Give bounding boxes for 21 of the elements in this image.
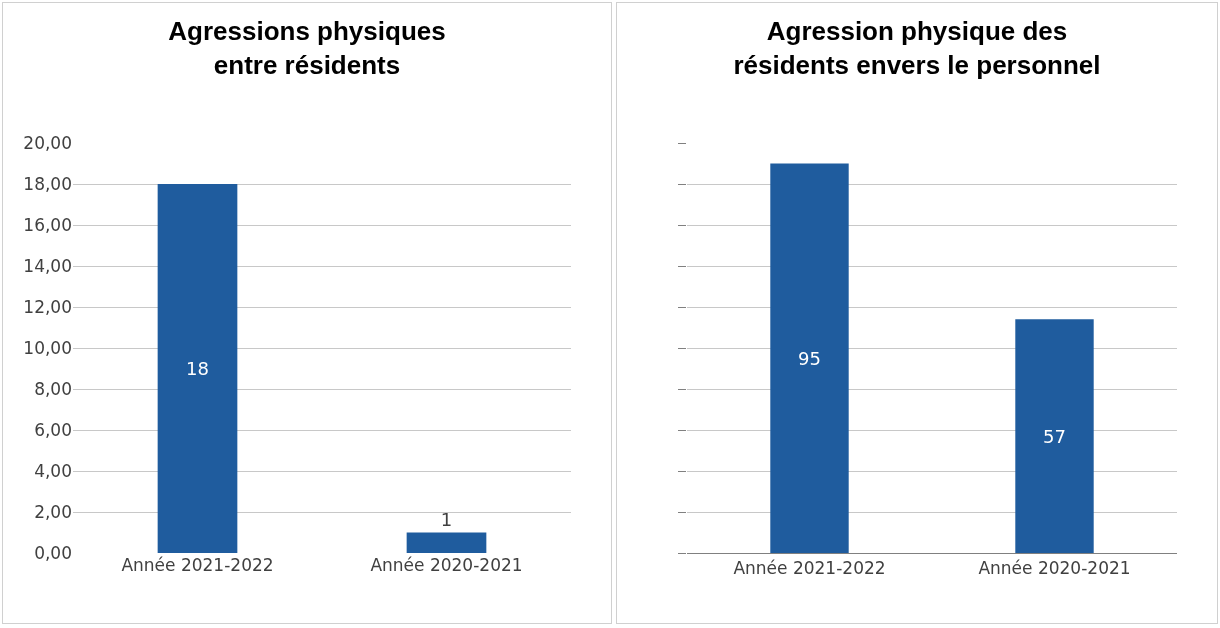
y-tick-label: 18,00	[23, 173, 72, 194]
y-tick-label: 4,00	[34, 460, 72, 481]
y-tick-label: 6,00	[34, 419, 72, 440]
y-tick-label: 14,00	[23, 255, 72, 276]
y-tick-label: 2,00	[34, 501, 72, 522]
y-tick-label: 16,00	[23, 214, 72, 235]
y-tick-label: 10,00	[23, 337, 72, 358]
data-label: 18	[186, 358, 209, 379]
data-label: 57	[1043, 425, 1066, 447]
chart-title: Agression physique des résidents envers le personnel	[733, 16, 1101, 80]
y-tick-label: 8,00	[34, 378, 72, 399]
x-tick-label: Année 2020-2021	[370, 555, 523, 575]
chart-title: Agressions physiques entre résidents	[168, 16, 446, 80]
x-tick-label: Année 2021-2022	[733, 558, 886, 579]
x-tick-label: Année 2021-2022	[121, 555, 274, 575]
y-tick-label: 12,00	[23, 296, 72, 317]
y-tick-label: 20,00	[23, 132, 72, 153]
x-tick-label: Année 2020-2021	[978, 558, 1131, 579]
data-label: 1	[440, 508, 453, 530]
y-tick-label: 0,00	[34, 542, 72, 563]
data-label: 95	[798, 347, 821, 369]
